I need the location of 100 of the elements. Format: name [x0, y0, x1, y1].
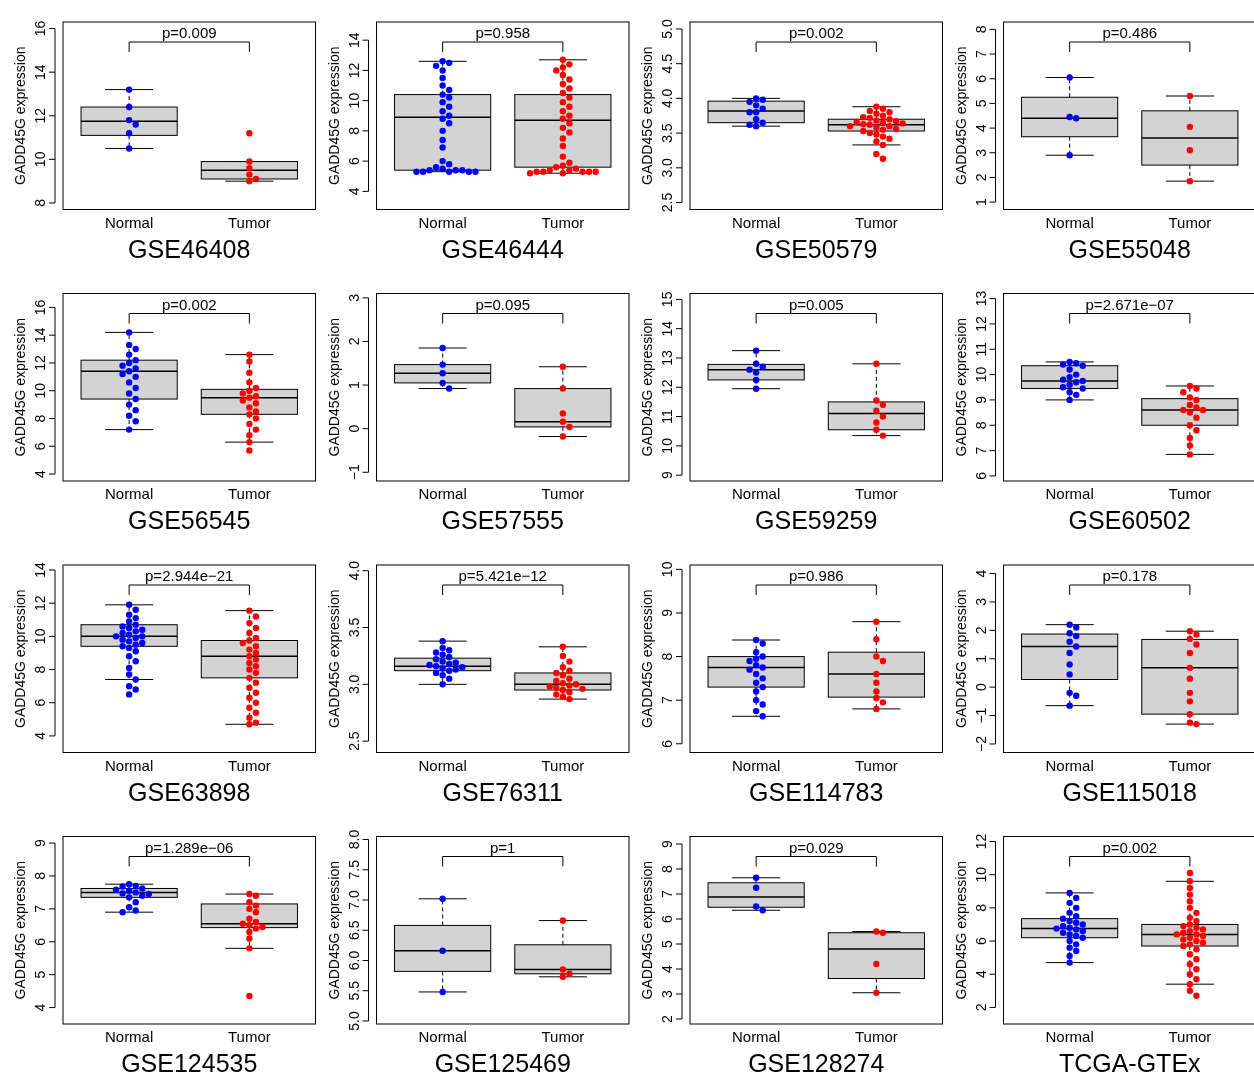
- x-axis-title: GSE60502: [1068, 506, 1191, 534]
- y-tick-label: 9: [659, 608, 675, 617]
- y-tick-label: 6: [32, 698, 48, 707]
- y-tick-label: 3.5: [345, 617, 362, 638]
- y-tick-label: 2: [972, 626, 989, 635]
- y-tick-label: 6: [972, 74, 989, 83]
- y-tick-label: 2: [345, 337, 362, 346]
- x-axis-title: GSE125469: [434, 1049, 571, 1077]
- x-axis-title: GSE124535: [121, 1049, 258, 1077]
- x-tick-label: Tumor: [227, 213, 271, 231]
- x-tick-label: Tumor: [854, 1028, 898, 1045]
- y-tick-label: 12: [32, 595, 48, 611]
- y-tick-label: 0: [345, 424, 362, 433]
- y-tick-label: 3.0: [659, 157, 675, 178]
- annotation: p=5.421e−12: [458, 567, 547, 584]
- y-tick-label: 8: [32, 665, 48, 674]
- x-tick-label: Tumor: [227, 1028, 271, 1045]
- annotation: p=2.671e−07: [1085, 295, 1174, 313]
- y-tick-label: 9: [659, 471, 675, 480]
- x-axis-title: GSE128274: [748, 1049, 885, 1077]
- y-axis-title: GADD45G expression: [12, 860, 28, 1000]
- y-tick-label: 1: [972, 198, 989, 206]
- y-tick-label: 16: [32, 299, 48, 316]
- y-tick-label: 2.5: [345, 731, 362, 751]
- y-tick-label: 10: [345, 92, 362, 109]
- y-tick-label: 10: [972, 866, 989, 883]
- x-tick-label: Normal: [104, 485, 154, 502]
- x-tick-label: Normal: [731, 1028, 781, 1045]
- annotation: p=0.029: [788, 838, 844, 856]
- x-tick-label: Tumor: [541, 213, 585, 231]
- x-tick-label: Tumor: [541, 485, 585, 502]
- y-axis-title: GADD45G expression: [325, 589, 342, 729]
- y-tick-label: 5: [972, 99, 989, 108]
- y-tick-label: 8: [659, 652, 675, 661]
- annotation: p=2.944e−21: [145, 567, 234, 584]
- y-tick-label: 11: [659, 409, 675, 424]
- x-axis-title: GSE76311: [442, 777, 563, 806]
- y-tick-label: 5.5: [345, 980, 362, 1001]
- x-tick-label: Normal: [418, 756, 467, 774]
- x-tick-label: Tumor: [227, 756, 271, 774]
- y-tick-label: 7.0: [345, 890, 362, 910]
- y-tick-label: 0: [972, 683, 989, 692]
- y-tick-label: 4: [32, 469, 48, 478]
- annotation: p=0.178: [1102, 567, 1158, 584]
- y-axis-title: GADD45G expression: [325, 46, 342, 186]
- y-tick-label: 4: [345, 187, 362, 196]
- y-axis-title: GADD45G expression: [325, 317, 342, 457]
- y-tick-label: 12: [32, 107, 48, 124]
- y-tick-label: 9: [32, 838, 48, 847]
- x-tick-label: Normal: [1045, 756, 1094, 774]
- y-axis-title: GADD45G expression: [639, 589, 655, 729]
- x-tick-label: Normal: [418, 213, 467, 231]
- y-axis-title: GADD45G expression: [952, 317, 969, 457]
- annotation: p=0.009: [161, 24, 217, 41]
- y-tick-label: 3: [972, 148, 989, 157]
- x-tick-label: Tumor: [541, 1028, 585, 1045]
- y-tick-label: 10: [659, 561, 675, 578]
- y-tick-label: 4: [32, 1003, 48, 1012]
- y-tick-label: 5.0: [345, 1011, 362, 1031]
- y-tick-label: 6.5: [345, 920, 362, 940]
- y-tick-label: 1: [345, 380, 362, 389]
- y-tick-label: 5.0: [659, 19, 675, 39]
- y-tick-label: 6: [972, 936, 989, 945]
- y-tick-label: 9: [972, 395, 989, 404]
- y-tick-label: 12: [659, 379, 675, 396]
- y-tick-label: 8: [659, 864, 675, 873]
- y-tick-label: 15: [659, 291, 675, 308]
- y-tick-label: 3.5: [659, 123, 675, 143]
- y-axis-title: GADD45G expression: [12, 46, 28, 186]
- y-tick-label: −2: [972, 735, 989, 752]
- y-tick-label: 7: [972, 49, 989, 58]
- y-tick-label: 8: [972, 25, 989, 34]
- y-tick-label: 3: [345, 293, 362, 302]
- y-tick-label: 14: [659, 320, 675, 337]
- y-tick-label: −1: [345, 464, 362, 481]
- y-tick-label: 2.5: [659, 192, 675, 213]
- y-tick-label: 10: [32, 382, 48, 399]
- x-axis-title: GSE114783: [749, 777, 884, 806]
- x-axis-title: GSE115018: [1062, 777, 1197, 806]
- y-tick-label: 8: [32, 871, 48, 880]
- y-tick-label: 11: [972, 341, 989, 357]
- y-tick-label: 13: [659, 349, 675, 366]
- y-tick-label: 10: [32, 151, 48, 168]
- x-tick-label: Tumor: [227, 485, 271, 502]
- y-tick-label: 8: [32, 414, 48, 423]
- annotation: p=0.002: [1102, 838, 1158, 856]
- x-tick-label: Normal: [1045, 213, 1094, 231]
- y-tick-label: 12: [32, 354, 48, 371]
- annotation: p=0.095: [475, 295, 531, 313]
- y-axis-title: GADD45G expression: [12, 317, 28, 457]
- y-tick-label: 4.0: [345, 560, 362, 581]
- y-tick-label: 5: [659, 939, 675, 948]
- y-tick-label: 4: [659, 964, 675, 973]
- x-tick-label: Normal: [1045, 485, 1094, 502]
- x-tick-label: Tumor: [1168, 485, 1212, 502]
- y-tick-label: 2: [972, 1003, 989, 1012]
- annotation: p=0.486: [1102, 24, 1158, 41]
- y-axis-title: GADD45G expression: [12, 589, 28, 729]
- x-tick-label: Normal: [731, 213, 781, 231]
- annotation: p=1: [490, 838, 516, 856]
